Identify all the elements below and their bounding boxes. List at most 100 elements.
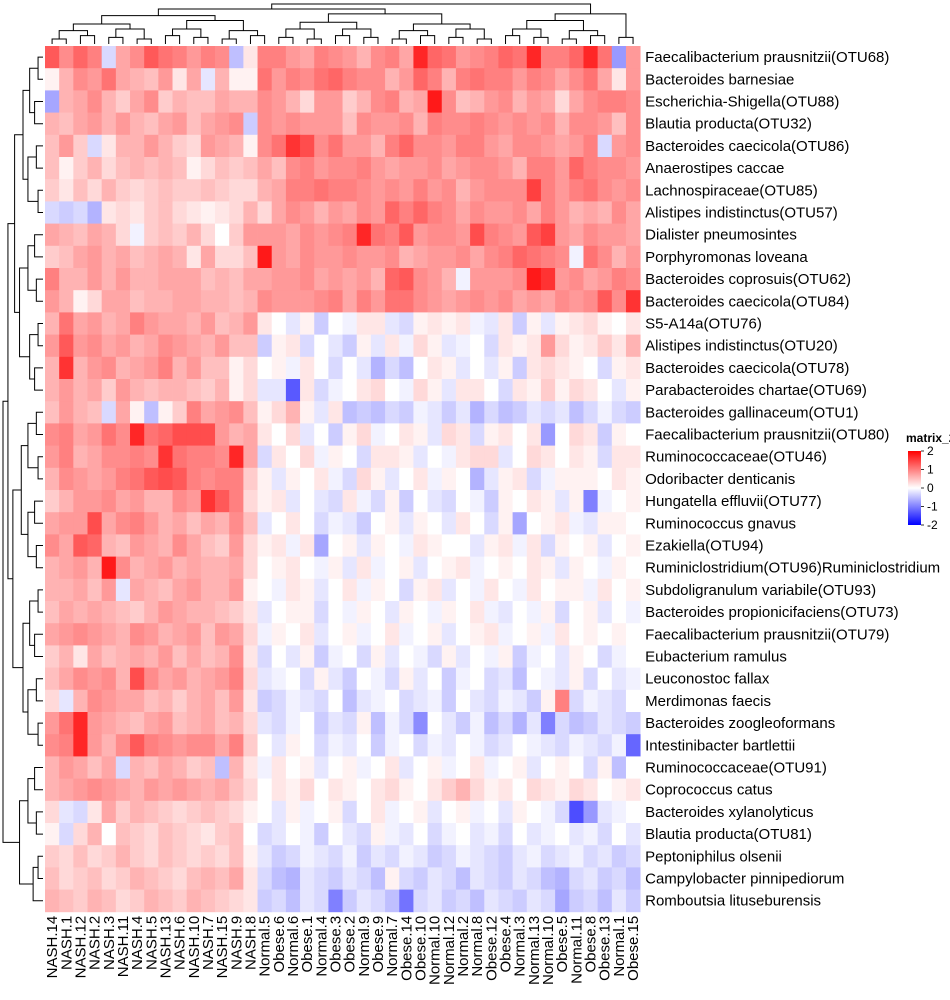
heatmap-cell [569, 490, 584, 513]
heatmap-cell [583, 623, 599, 646]
heatmap-cell [87, 534, 103, 557]
heatmap-cell [370, 46, 386, 69]
heatmap-cell [257, 312, 273, 335]
heatmap-cell [186, 245, 202, 269]
row-label: Bacteroides zoogleoformans [645, 715, 835, 732]
heatmap-cell [45, 756, 60, 779]
heatmap-cell [285, 578, 301, 602]
heatmap-cell [300, 667, 315, 691]
heatmap-cell [455, 490, 471, 513]
heatmap-cell [158, 223, 173, 247]
dendrogram-branch [37, 56, 43, 80]
heatmap-cell [597, 134, 613, 158]
heatmap-cell [87, 512, 103, 535]
dendrogram-branch [29, 67, 39, 114]
heatmap-cell [625, 889, 641, 913]
heatmap-cell [186, 90, 202, 113]
heatmap-cell [470, 223, 485, 247]
heatmap-cell [328, 179, 343, 202]
heatmap-cell [342, 689, 358, 713]
heatmap-cell [229, 800, 244, 824]
heatmap-cell [470, 334, 485, 358]
heatmap-cell [87, 823, 103, 846]
heatmap-cell [413, 90, 428, 113]
heatmap-cell [285, 512, 301, 535]
heatmap-cell [512, 578, 528, 602]
heatmap-cell [59, 734, 74, 757]
heatmap-cell [413, 290, 428, 313]
heatmap-cell [484, 356, 499, 380]
heatmap-cell [555, 667, 570, 691]
heatmap-cell [144, 645, 159, 668]
heatmap-cell [59, 490, 74, 513]
heatmap-cell [172, 823, 188, 846]
heatmap-cell [158, 112, 173, 136]
heatmap-cell [158, 889, 173, 913]
heatmap-cell [611, 179, 627, 202]
heatmap-cell [385, 179, 400, 202]
heatmap-cell [356, 889, 372, 913]
heatmap-cell [314, 467, 329, 491]
row-label: Ruminococcaceae(OTU46) [645, 449, 827, 466]
heatmap-cell [625, 401, 641, 424]
heatmap-cell [314, 134, 329, 158]
column-label: Normal.3 [512, 916, 529, 977]
heatmap-cell [555, 356, 570, 380]
heatmap-cell [484, 90, 499, 113]
heatmap-cell [498, 512, 514, 535]
heatmap-cell [257, 157, 273, 180]
heatmap-cell [285, 800, 301, 824]
heatmap-cell [215, 179, 230, 202]
heatmap-cell [271, 401, 287, 424]
heatmap-cell [455, 379, 471, 402]
heatmap-cell [130, 290, 145, 313]
column-label: NASH.13 [157, 916, 174, 979]
heatmap-cell [158, 623, 173, 646]
heatmap-cell [370, 823, 386, 846]
heatmap-cell [427, 512, 443, 535]
heatmap-cell [59, 245, 74, 269]
heatmap-cell [144, 667, 159, 691]
heatmap-cell [229, 601, 244, 624]
heatmap-cell [427, 356, 443, 380]
heatmap-cell [73, 734, 88, 757]
heatmap-cell [512, 734, 528, 757]
heatmap-cell [172, 534, 188, 557]
heatmap-cell [470, 867, 485, 890]
heatmap-cell [130, 379, 145, 402]
heatmap-cell [186, 179, 202, 202]
heatmap-cell [45, 645, 60, 668]
heatmap-cell [569, 245, 584, 269]
heatmap-cell [625, 645, 641, 668]
heatmap-cell [229, 556, 244, 580]
heatmap-cell [611, 889, 627, 913]
heatmap-cell [597, 712, 613, 735]
heatmap-cell [87, 245, 103, 269]
heatmap-cell [328, 68, 343, 91]
heatmap-cell [342, 401, 358, 424]
heatmap-cell [540, 423, 556, 446]
heatmap-cell [441, 867, 457, 890]
heatmap-cell [569, 68, 584, 91]
heatmap-cell [158, 823, 173, 846]
heatmap-cell [441, 667, 457, 691]
dendrogram-branch [568, 30, 599, 40]
heatmap-cell [555, 312, 570, 335]
heatmap-cell [87, 379, 103, 402]
heatmap-cell [257, 268, 273, 291]
heatmap-cell [555, 601, 570, 624]
heatmap-cell [130, 689, 145, 713]
heatmap-cell [342, 556, 358, 580]
heatmap-cell [144, 423, 159, 446]
heatmap-cell [597, 445, 613, 469]
heatmap-cell [200, 467, 216, 491]
heatmap-cell [243, 534, 258, 557]
row-label: Leuconostoc fallax [645, 671, 770, 688]
heatmap-cell [285, 778, 301, 802]
heatmap-cell [300, 645, 315, 668]
heatmap-cell [300, 689, 315, 713]
heatmap-cell [441, 245, 457, 269]
heatmap-cell [441, 578, 457, 602]
heatmap-cell [512, 689, 528, 713]
heatmap-cell [314, 645, 329, 668]
